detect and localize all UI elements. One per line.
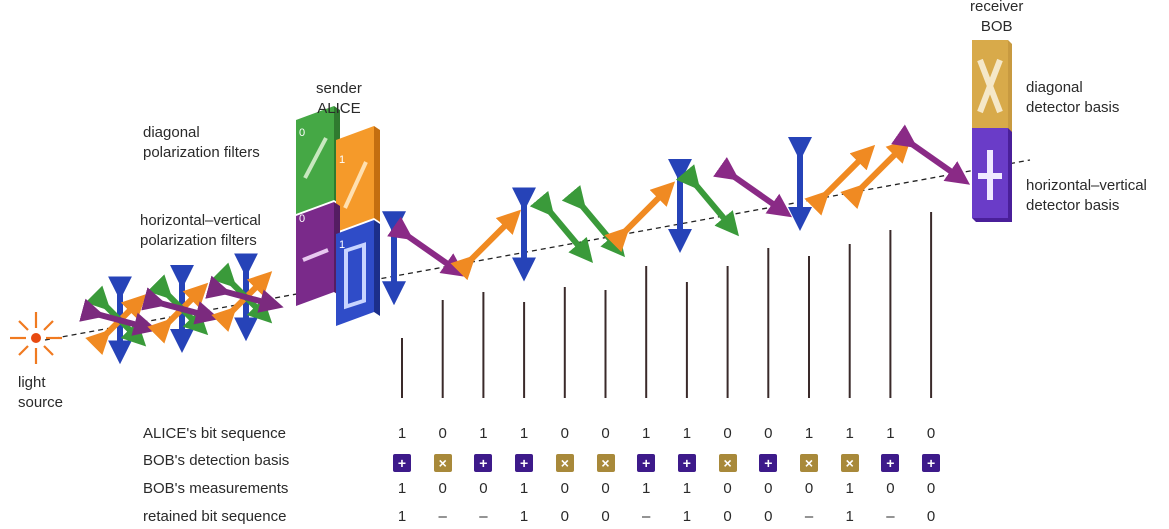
bit-cell: 0: [560, 480, 569, 497]
bit-cell: –: [886, 508, 895, 525]
bit-cell: 0: [886, 480, 895, 497]
photon-arrow-diag-up: [604, 181, 676, 253]
bit-cell: 0: [560, 508, 569, 525]
row-label-bob-measurements: BOB's measurements: [143, 480, 289, 497]
alice-diagonal-filters: [296, 106, 380, 232]
svg-text:0: 0: [299, 127, 305, 139]
diagonal-filters-label: diagonal polarization filters: [143, 124, 260, 161]
hv-filters-label: horizontal–vertical polarization filters: [140, 212, 261, 249]
bob-hv-detector: [972, 128, 1012, 222]
bit-cell: 0: [723, 508, 732, 525]
svg-text:1: 1: [339, 239, 345, 251]
hv-basis-icon: +: [637, 454, 656, 472]
bit-cell: 0: [804, 480, 814, 497]
svg-text:0: 0: [299, 213, 305, 225]
bit-cell: 0: [926, 425, 936, 442]
photon-burst-horizontal-arrow: [79, 298, 158, 336]
hv-basis-icon: +: [759, 454, 778, 472]
bit-cell: 0: [601, 508, 610, 525]
bit-cell: 0: [926, 508, 936, 525]
bit-cell: 0: [560, 425, 569, 442]
bit-cell: 0: [438, 425, 447, 442]
bit-cell: 0: [601, 425, 610, 442]
hv-basis-icon: +: [515, 454, 534, 472]
bob-diagonal-detector: [972, 40, 1012, 134]
bit-cell: 0: [723, 425, 732, 442]
bit-cell: 1: [519, 425, 529, 442]
bit-cell: 0: [764, 508, 773, 525]
bit-cell: 0: [723, 480, 732, 497]
bit-cell: –: [642, 508, 651, 525]
diagonal-basis-icon: ×: [718, 454, 737, 472]
bit-cell: 0: [764, 425, 773, 442]
svg-text:1: 1: [339, 154, 345, 166]
light-source-label: light source: [18, 374, 64, 411]
bit-cell: 1: [886, 425, 895, 442]
bit-cell: 1: [397, 425, 407, 442]
bit-cell: 1: [479, 425, 488, 442]
bit-markers: [401, 212, 933, 398]
photon-arrow-diag-down: [713, 157, 793, 218]
bit-cell: 1: [682, 508, 692, 525]
filter-bit-labels: 0 1 0 1: [299, 127, 345, 251]
bit-cell: 1: [642, 425, 651, 442]
bit-cell: 1: [845, 480, 854, 497]
diagonal-basis-icon: ×: [800, 454, 818, 472]
diagonal-basis-icon: ×: [433, 454, 452, 472]
unpolarized-photons: [79, 253, 284, 365]
sender-label: sender ALICE: [316, 80, 362, 117]
row-label-bob-basis: BOB's detection basis: [143, 452, 290, 469]
bit-cell: 1: [845, 508, 854, 525]
photon-burst-horizontal-arrow: [205, 275, 284, 313]
bit-cell: 1: [397, 480, 407, 497]
bit-cell: –: [804, 508, 814, 525]
hv-basis-icon: +: [922, 454, 941, 472]
bit-cell: –: [479, 508, 488, 525]
photon-burst-horizontal-arrow: [141, 287, 220, 325]
bit-cell: 1: [397, 508, 407, 525]
photon-arrow-diag-down: [561, 185, 625, 258]
photon-arrow-diag-down: [387, 216, 467, 277]
hv-basis-icon: +: [881, 454, 900, 472]
photon-arrow-diag-down: [675, 164, 739, 237]
bit-cell: 0: [926, 480, 936, 497]
hv-detector-label: horizontal–vertical detector basis: [1026, 177, 1147, 214]
polarized-photons: [382, 124, 971, 306]
row-label-retained-bits: retained bit sequence: [143, 508, 287, 525]
bit-cell: 0: [601, 480, 610, 497]
bit-cell: 1: [804, 425, 814, 442]
bit-cell: 0: [438, 480, 447, 497]
photon-arrow-diag-up: [450, 209, 522, 281]
bit-cell: –: [438, 508, 447, 525]
bit-cell: 0: [479, 480, 488, 497]
diagonal-detector-label: diagonal detector basis: [1026, 79, 1120, 116]
bit-cell: 1: [845, 425, 854, 442]
bit-cell: 1: [642, 480, 651, 497]
bit-cell: 1: [519, 480, 529, 497]
bit-cell: 1: [682, 480, 692, 497]
hv-basis-icon: +: [393, 454, 411, 472]
light-source-icon: [10, 312, 62, 364]
receiver-label: receiver BOB: [970, 0, 1024, 35]
diagonal-basis-icon: ×: [555, 454, 574, 472]
bit-cell: 1: [519, 508, 529, 525]
alice-hv-filters: [296, 202, 380, 326]
bit-cell: 0: [764, 480, 773, 497]
hv-basis-icon: +: [474, 454, 493, 472]
row-label-alice-bits: ALICE's bit sequence: [143, 425, 286, 442]
diagonal-basis-icon: ×: [596, 454, 615, 472]
bit-cell: 1: [682, 425, 692, 442]
diagonal-basis-icon: ×: [840, 454, 859, 472]
hv-basis-icon: +: [677, 454, 696, 472]
photon-arrow-diag-down: [891, 124, 971, 185]
